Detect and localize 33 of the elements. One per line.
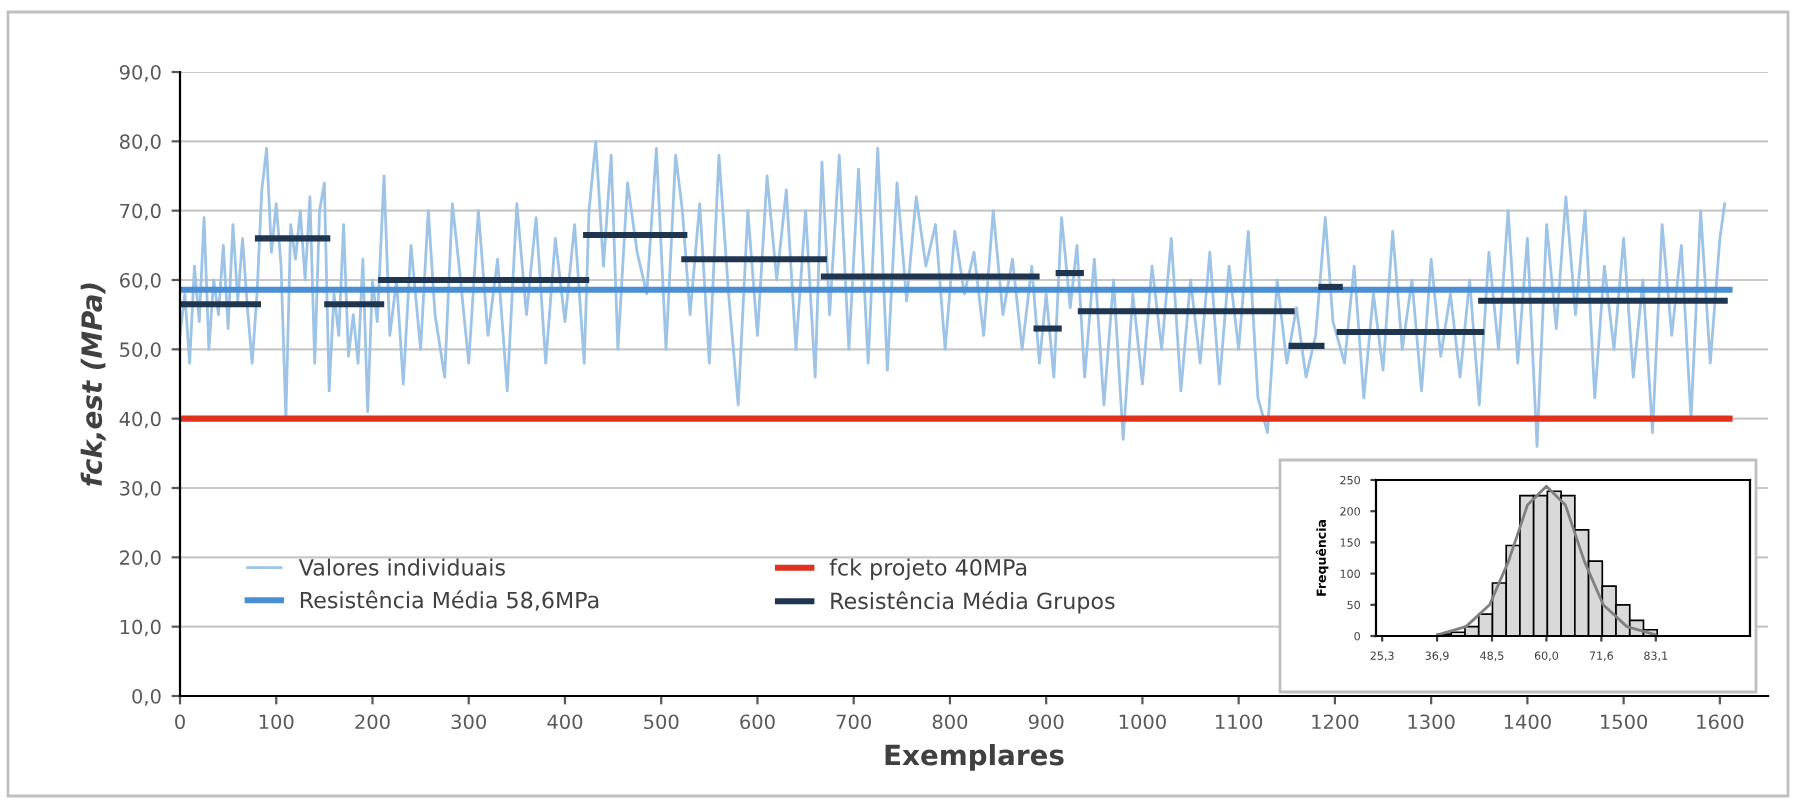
legend-label: fck projeto 40MPa: [829, 558, 1027, 581]
x-tick-label: 1100: [1216, 714, 1263, 730]
x-tick-label: 500: [644, 714, 679, 730]
y-tick-label: 10,0: [120, 619, 161, 637]
y-tick-label: 80,0: [119, 134, 161, 151]
x-tick-label: 1600: [1697, 714, 1744, 730]
legend-label: Valores individuais: [298, 558, 505, 576]
x-tick-label: 300: [451, 714, 486, 730]
x-tick-label: 100: [259, 714, 294, 730]
x-tick-label: 1300: [1408, 714, 1455, 730]
legend-label: Resistência Média 58,6MPa: [300, 590, 599, 611]
x-tick-label: 1200: [1312, 714, 1359, 730]
x-tick-label: 400: [547, 714, 583, 730]
y-tick-label: 50,0: [120, 342, 161, 359]
y-tick-label: 60,0: [120, 272, 161, 290]
x-tick-label: 600: [740, 714, 775, 730]
y-tick-label: 20,0: [120, 550, 161, 567]
x-tick-label: 200: [355, 714, 390, 730]
x-tick-label: 700: [836, 714, 871, 730]
x-tick-label: 1000: [1119, 714, 1166, 730]
x-tick-label: 1400: [1504, 714, 1551, 730]
y-tick-label: 70,0: [120, 203, 161, 221]
x-axis-title: Exemplares: [885, 743, 1064, 771]
y-tick-label: 30,0: [120, 480, 161, 498]
x-tick-label: 900: [1028, 714, 1064, 730]
x-tick-label: 0: [175, 714, 185, 730]
legend-label: Resistência Média Grupos: [831, 591, 1115, 614]
y-tick-label: 90,0: [119, 64, 161, 82]
x-tick-label: 1500: [1601, 714, 1648, 730]
y-tick-label: 0,0: [132, 688, 161, 706]
y-axis-title: fck,est (MPa): [80, 283, 106, 486]
y-tick-label: 40,0: [119, 411, 161, 429]
x-tick-label: 800: [932, 714, 968, 730]
